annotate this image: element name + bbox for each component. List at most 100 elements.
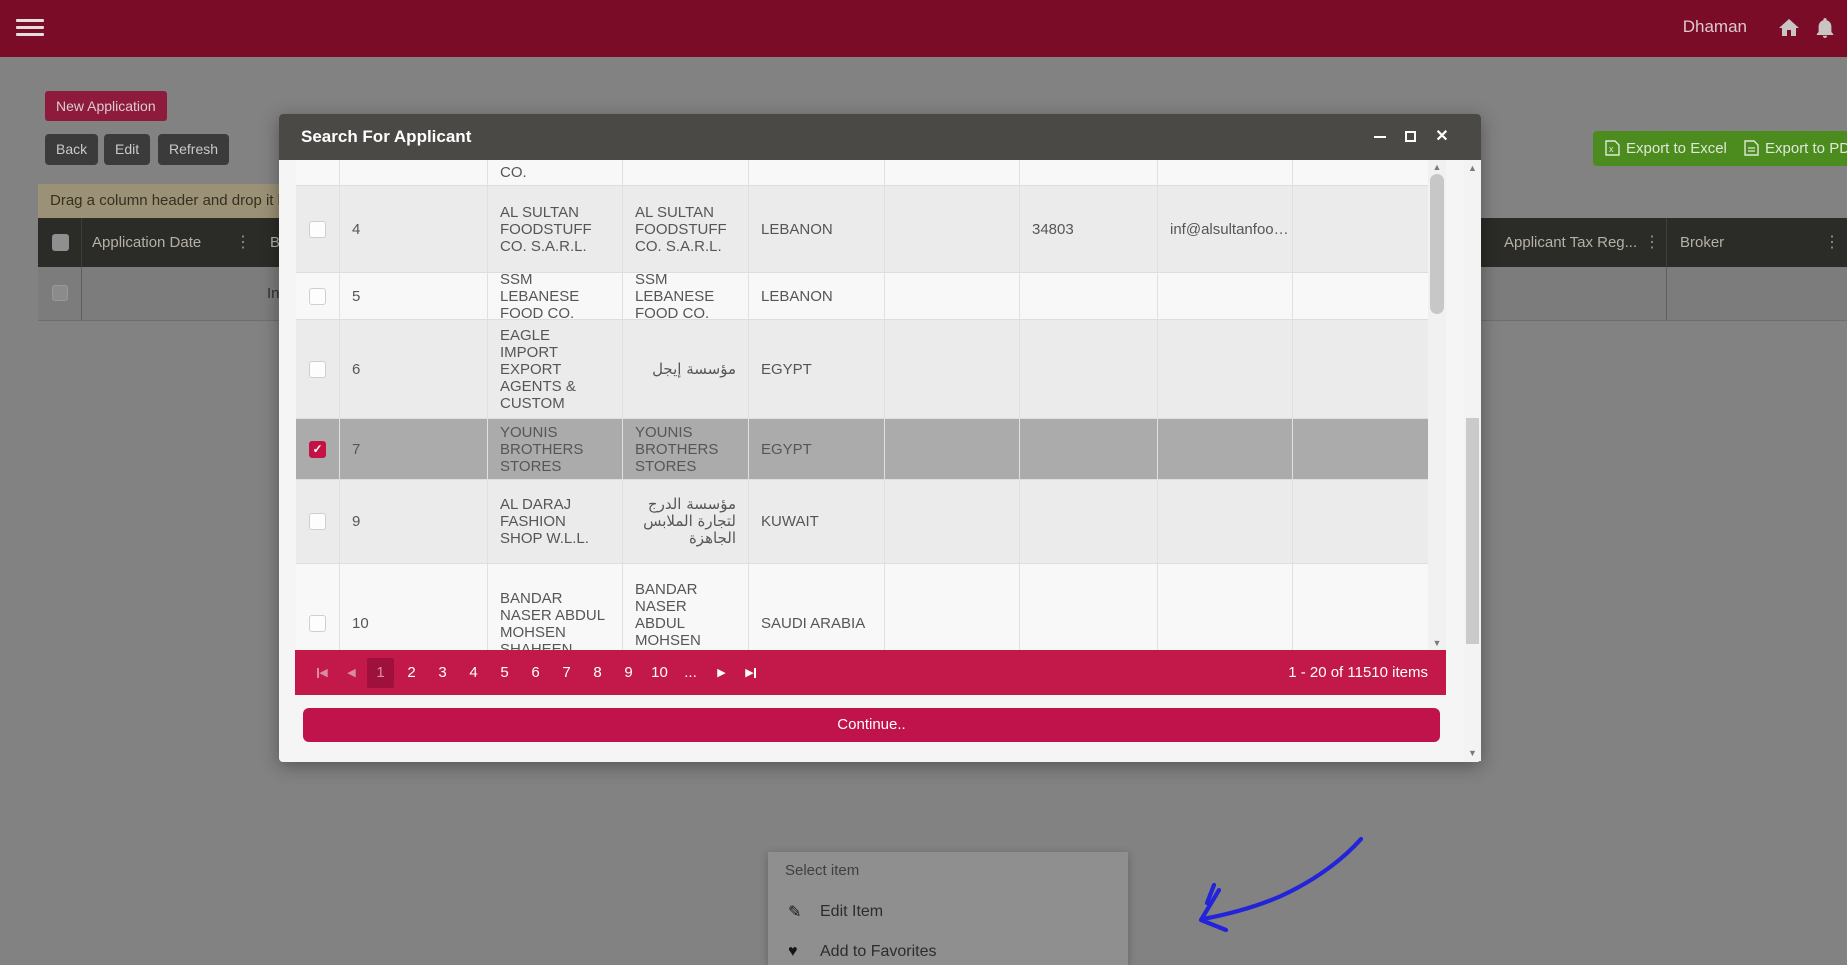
row-checkbox[interactable] <box>309 615 326 632</box>
cell-number: 7 <box>340 419 488 479</box>
cell-name-arabic: مؤسسة إيجل <box>623 320 749 418</box>
svg-text:x: x <box>1609 144 1614 154</box>
menu-item-favorites[interactable]: ♥ Add to Favorites <box>788 943 937 960</box>
table-row[interactable]: 5 SSM LEBANESE FOOD CO. SSM LEBANESE FOO… <box>296 273 1428 320</box>
grid-row-right <box>1481 267 1847 321</box>
pager-page[interactable]: 5 <box>500 664 509 681</box>
scrollbar-thumb[interactable] <box>1430 174 1444 314</box>
home-icon[interactable] <box>1777 16 1801 40</box>
scroll-up-icon[interactable]: ▲ <box>1432 162 1442 172</box>
cell-number: 4 <box>340 186 488 272</box>
scroll-down-icon[interactable]: ▼ <box>1432 638 1442 648</box>
pager-page[interactable]: 10 <box>651 664 668 681</box>
cell-country: KUWAIT <box>749 480 885 563</box>
pager-page[interactable]: 8 <box>593 664 602 681</box>
select-all-checkbox[interactable] <box>52 234 69 251</box>
cell-country: LEBANON <box>749 186 885 272</box>
refresh-button[interactable]: Refresh <box>158 134 230 165</box>
pager-page[interactable]: 9 <box>624 664 633 681</box>
row-checkbox[interactable] <box>309 220 326 238</box>
close-icon[interactable]: ✕ <box>1435 128 1449 145</box>
column-menu-icon[interactable]: ⋮ <box>1824 234 1840 251</box>
applicant-grid: CO. 4 AL SULTAN FOODSTUFF CO. S.A.R.L. A… <box>296 160 1428 650</box>
export-to-pdf-button[interactable]: Export to PDF <box>1732 131 1847 166</box>
cell-number: 10 <box>340 564 488 650</box>
row-checkbox[interactable] <box>52 285 68 301</box>
cell-email: inf@alsultanfoo… <box>1158 186 1293 272</box>
minimize-icon[interactable] <box>1371 128 1389 146</box>
scroll-down-icon[interactable]: ▼ <box>1468 748 1477 758</box>
cell-country: EGYPT <box>749 419 885 479</box>
row-checkbox[interactable] <box>309 287 326 305</box>
pager-last-icon[interactable]: ▶ <box>745 667 756 679</box>
search-for-applicant-dialog: Search For Applicant ✕ CO. 4 AL SULTAN F… <box>279 114 1481 762</box>
grid-header-left: Application Date ⋮ B <box>38 218 279 267</box>
row-checkbox[interactable] <box>309 513 326 530</box>
context-menu-title: Select item <box>785 862 860 879</box>
top-navbar: Dhaman <box>0 0 1847 57</box>
cell-number: 9 <box>340 480 488 563</box>
pager-page[interactable]: 4 <box>469 664 478 681</box>
pager-page[interactable]: 6 <box>531 664 540 681</box>
column-broker[interactable]: Broker <box>1680 234 1725 251</box>
cell-number: 5 <box>340 273 488 319</box>
pencil-icon: ✎ <box>788 904 802 921</box>
pager-status: 1 - 20 of 11510 items <box>1288 664 1428 681</box>
brand-user-label: Dhaman <box>1682 17 1747 36</box>
grid-row-left: In <box>38 267 279 321</box>
cell-country: LEBANON <box>749 273 885 319</box>
scrollbar-thumb[interactable] <box>1466 418 1479 644</box>
cell-number: 6 <box>340 320 488 418</box>
pager-page[interactable]: 3 <box>438 664 447 681</box>
scroll-up-icon[interactable]: ▲ <box>1468 163 1477 173</box>
row-checkbox-checked[interactable]: ✓ <box>309 440 326 458</box>
cell-name: BANDAR NASER ABDUL MOHSEN SHAHEEN <box>488 564 623 650</box>
clipped-cell-text: In <box>267 285 279 302</box>
pager-next-icon[interactable]: ▶ <box>717 667 726 679</box>
column-menu-icon[interactable]: ⋮ <box>1644 234 1660 251</box>
pager-page[interactable]: 7 <box>562 664 571 681</box>
table-row[interactable]: 6 EAGLE IMPORT EXPORT AGENTS & CUSTOM مؤ… <box>296 320 1428 419</box>
new-application-button[interactable]: New Application <box>45 91 167 121</box>
excel-file-icon: x <box>1605 140 1620 156</box>
column-menu-icon[interactable]: ⋮ <box>235 234 251 251</box>
dialog-titlebar[interactable]: Search For Applicant ✕ <box>279 114 1481 160</box>
row-checkbox[interactable] <box>309 360 326 378</box>
heart-icon: ♥ <box>788 943 798 960</box>
cell-name-2: SSM LEBANESE FOOD CO. <box>623 273 749 319</box>
pager-first-icon[interactable]: ◀ <box>317 667 328 679</box>
pager-page-current[interactable]: 1 <box>367 657 394 688</box>
menu-item-edit[interactable]: ✎ Edit Item <box>788 903 884 921</box>
cell-country: SAUDI ARABIA <box>749 564 885 650</box>
export-to-excel-button[interactable]: x Export to Excel <box>1593 131 1739 166</box>
table-row[interactable]: 10 BANDAR NASER ABDUL MOHSEN SHAHEEN BAN… <box>296 564 1428 650</box>
cell-phone: 34803 <box>1020 186 1158 272</box>
grid-header-right: Applicant Tax Reg... ⋮ Broker ⋮ <box>1481 218 1847 267</box>
table-row[interactable]: 4 AL SULTAN FOODSTUFF CO. S.A.R.L. AL SU… <box>296 186 1428 273</box>
continue-button[interactable]: Continue.. <box>303 708 1440 742</box>
pager-prev-icon[interactable]: ◀ <box>347 667 356 679</box>
column-applicant-tax-reg[interactable]: Applicant Tax Reg... <box>1504 234 1638 251</box>
column-application-date[interactable]: Application Date <box>92 234 202 251</box>
pager-more[interactable]: ... <box>684 664 697 681</box>
table-row-partial[interactable]: CO. <box>296 160 1428 186</box>
context-menu: Select item ✎ Edit Item ♥ Add to Favorit… <box>768 852 1128 965</box>
cell-name-arabic: مؤسسة الدرج لتجارة الملابس الجاهزة <box>623 480 749 563</box>
column-b-clipped[interactable]: B <box>270 234 279 251</box>
maximize-icon[interactable] <box>1401 128 1419 146</box>
dialog-title: Search For Applicant <box>301 127 472 146</box>
table-row-selected[interactable]: ✓ 7 YOUNIS BROTHERS STORES YOUNIS BROTHE… <box>296 419 1428 480</box>
pdf-file-icon <box>1744 140 1759 156</box>
cell-country: EGYPT <box>749 320 885 418</box>
table-row[interactable]: 9 AL DARAJ FASHION SHOP W.L.L. مؤسسة الد… <box>296 480 1428 564</box>
cell-name: EAGLE IMPORT EXPORT AGENTS & CUSTOM <box>488 320 623 418</box>
grid-scrollbar[interactable]: ▲ ▼ <box>1428 160 1446 650</box>
notifications-bell-icon[interactable] <box>1813 16 1837 40</box>
cell-name: YOUNIS BROTHERS STORES <box>488 419 623 479</box>
dialog-scrollbar[interactable]: ▲ ▼ <box>1464 160 1481 761</box>
back-button[interactable]: Back <box>45 134 99 165</box>
pager-page[interactable]: 2 <box>407 664 416 681</box>
hamburger-menu-icon[interactable] <box>16 19 44 39</box>
cell-name: SSM LEBANESE FOOD CO. <box>488 273 623 319</box>
edit-button[interactable]: Edit <box>104 134 151 165</box>
